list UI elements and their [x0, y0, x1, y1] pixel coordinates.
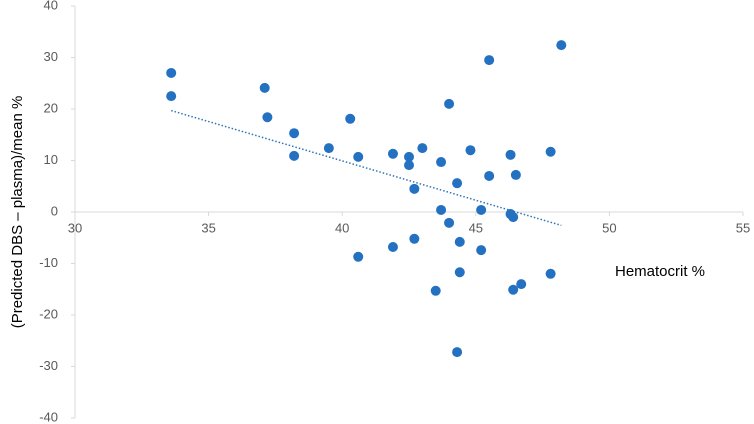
point — [353, 251, 364, 262]
point — [387, 148, 398, 159]
point — [545, 268, 556, 279]
point — [436, 157, 447, 168]
point — [510, 169, 521, 180]
point — [452, 178, 463, 189]
point — [430, 285, 441, 296]
x-axis-title: Hematocrit % — [615, 263, 705, 280]
x-tick-label: 45 — [469, 220, 483, 235]
y-tick-label: 0 — [51, 203, 58, 218]
point — [484, 55, 495, 66]
y-tick-label: 10 — [44, 152, 58, 167]
point — [345, 113, 356, 124]
point — [259, 82, 270, 93]
y-axis-title: (Predicted DBS – plasma)/mean % — [9, 96, 26, 329]
point — [508, 212, 519, 223]
y-tick-label: 30 — [44, 49, 58, 64]
point — [289, 150, 300, 161]
x-tick-label: 55 — [736, 220, 750, 235]
point — [404, 151, 414, 162]
x-tick-label: 40 — [335, 220, 349, 235]
point — [166, 67, 177, 78]
y-tick-label: -20 — [39, 306, 58, 321]
point — [444, 217, 455, 228]
point — [404, 160, 414, 171]
point — [484, 170, 495, 181]
x-tick-label: 50 — [602, 220, 616, 235]
point — [556, 40, 567, 51]
y-tick-label: -10 — [39, 255, 58, 270]
y-tick-label: 40 — [44, 0, 58, 12]
point — [454, 267, 465, 278]
y-tick-label: -40 — [39, 409, 58, 424]
point — [387, 242, 398, 253]
point — [444, 98, 455, 109]
y-tick-label: 20 — [44, 100, 58, 115]
point — [508, 284, 519, 295]
point — [323, 143, 334, 154]
y-tick-label: -30 — [39, 358, 58, 373]
trendline — [170, 109, 562, 227]
point — [465, 145, 476, 156]
x-tick-label: 30 — [68, 220, 82, 235]
point — [505, 149, 516, 160]
point — [516, 279, 527, 290]
point — [545, 146, 556, 157]
point — [417, 143, 428, 154]
point — [289, 128, 300, 139]
point — [166, 91, 177, 102]
point — [452, 347, 463, 358]
point — [409, 183, 420, 194]
x-tick-label: 35 — [201, 220, 215, 235]
point — [353, 151, 364, 162]
point — [262, 112, 273, 123]
point — [476, 204, 487, 215]
point — [476, 245, 487, 256]
point — [436, 204, 447, 215]
point — [454, 236, 465, 247]
point — [409, 233, 420, 244]
